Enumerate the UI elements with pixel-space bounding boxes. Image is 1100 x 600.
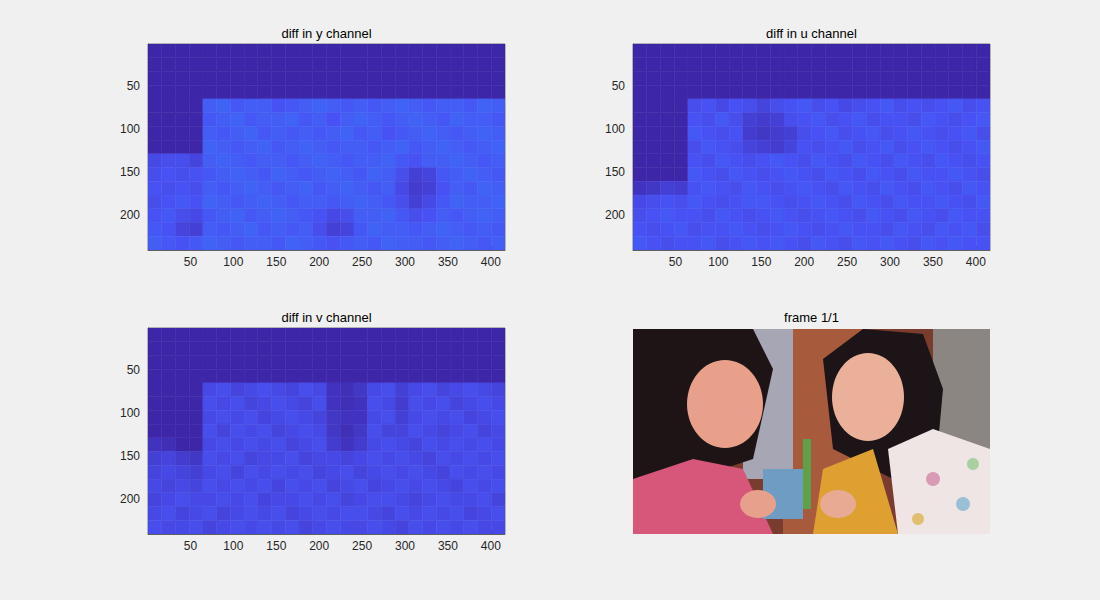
svg-text:200: 200 bbox=[309, 539, 329, 553]
svg-text:diff in u channel: diff in u channel bbox=[766, 26, 857, 41]
svg-text:300: 300 bbox=[880, 255, 900, 269]
svg-text:200: 200 bbox=[309, 255, 329, 269]
svg-text:150: 150 bbox=[120, 449, 140, 463]
svg-text:200: 200 bbox=[605, 208, 625, 222]
svg-text:400: 400 bbox=[966, 255, 986, 269]
svg-text:50: 50 bbox=[612, 79, 626, 93]
svg-text:50: 50 bbox=[184, 255, 198, 269]
svg-text:100: 100 bbox=[120, 122, 140, 136]
svg-text:100: 100 bbox=[120, 406, 140, 420]
svg-text:100: 100 bbox=[605, 122, 625, 136]
svg-text:350: 350 bbox=[923, 255, 943, 269]
svg-text:300: 300 bbox=[395, 255, 415, 269]
svg-text:300: 300 bbox=[395, 539, 415, 553]
svg-text:150: 150 bbox=[751, 255, 771, 269]
svg-text:250: 250 bbox=[352, 539, 372, 553]
svg-text:250: 250 bbox=[352, 255, 372, 269]
svg-text:50: 50 bbox=[127, 363, 141, 377]
svg-text:200: 200 bbox=[120, 492, 140, 506]
svg-text:150: 150 bbox=[605, 165, 625, 179]
svg-text:diff in v channel: diff in v channel bbox=[281, 310, 371, 325]
svg-text:400: 400 bbox=[481, 539, 501, 553]
svg-text:100: 100 bbox=[223, 255, 243, 269]
svg-text:50: 50 bbox=[184, 539, 198, 553]
svg-text:100: 100 bbox=[708, 255, 728, 269]
svg-text:100: 100 bbox=[223, 539, 243, 553]
svg-text:350: 350 bbox=[438, 539, 458, 553]
svg-text:400: 400 bbox=[481, 255, 501, 269]
svg-text:150: 150 bbox=[266, 255, 286, 269]
svg-text:50: 50 bbox=[127, 79, 141, 93]
svg-text:50: 50 bbox=[669, 255, 683, 269]
svg-text:200: 200 bbox=[120, 208, 140, 222]
svg-text:frame 1/1: frame 1/1 bbox=[784, 310, 839, 325]
svg-text:250: 250 bbox=[837, 255, 857, 269]
svg-text:diff in y channel: diff in y channel bbox=[281, 26, 371, 41]
svg-text:150: 150 bbox=[120, 165, 140, 179]
svg-text:200: 200 bbox=[794, 255, 814, 269]
svg-text:150: 150 bbox=[266, 539, 286, 553]
svg-text:350: 350 bbox=[438, 255, 458, 269]
